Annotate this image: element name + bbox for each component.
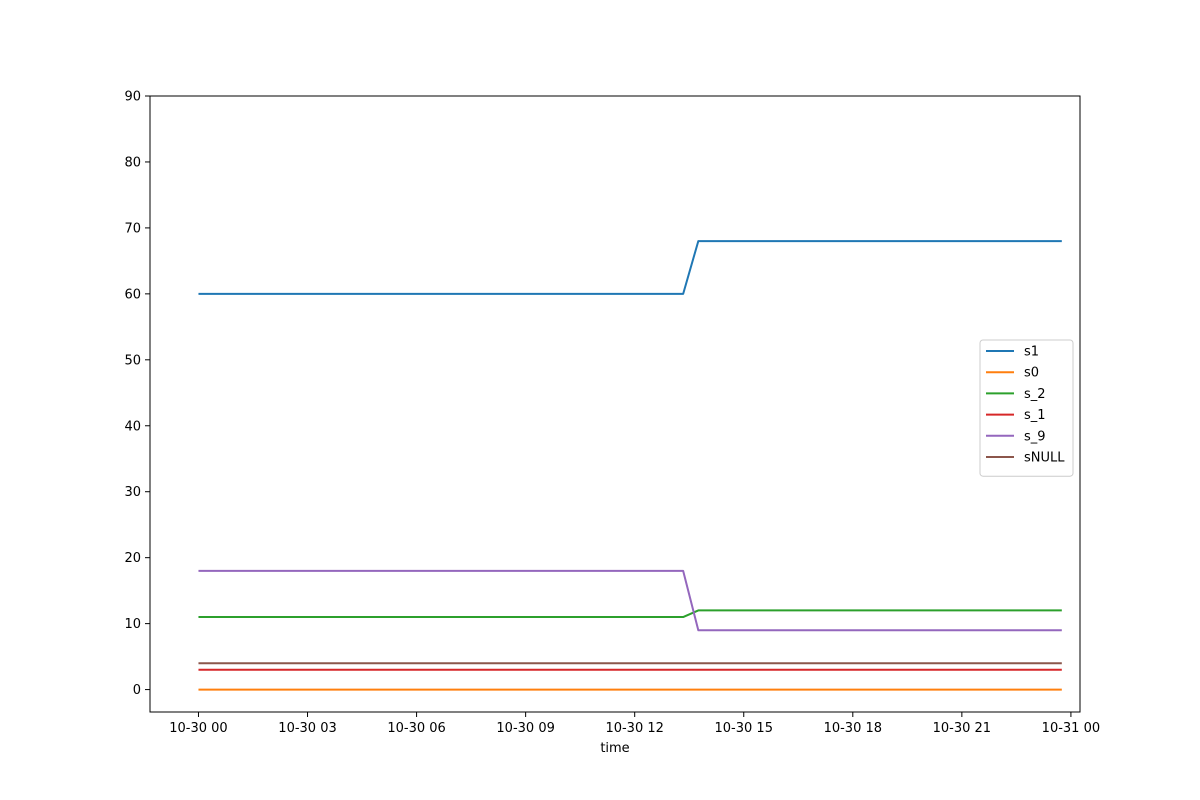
y-tick-label: 50 bbox=[124, 353, 141, 368]
x-tick-label: 10-30 12 bbox=[605, 721, 663, 736]
y-tick-label: 70 bbox=[124, 221, 141, 236]
x-tick-label: 10-30 06 bbox=[387, 721, 445, 736]
x-axis: 10-30 00 10-30 03 10-30 06 10-30 09 10-30 12… bbox=[169, 712, 1100, 736]
legend-entry-label: s1 bbox=[1024, 345, 1039, 360]
x-tick-label: 10-30 00 bbox=[169, 721, 227, 736]
y-tick-label: 30 bbox=[124, 485, 141, 500]
y-tick-label: 0 bbox=[133, 683, 141, 698]
x-tick-label: 10-30 15 bbox=[715, 721, 773, 736]
y-tick-label: 90 bbox=[124, 90, 141, 105]
legend-entry-label: s0 bbox=[1024, 366, 1039, 381]
y-tick-label: 10 bbox=[124, 617, 141, 632]
legend-entry-label: s_1 bbox=[1024, 408, 1046, 423]
series-line-s1 bbox=[198, 240, 1062, 295]
legend-entry-label: s_2 bbox=[1024, 387, 1046, 402]
x-tick-label: 10-30 03 bbox=[278, 721, 336, 736]
y-tick-label: 40 bbox=[124, 419, 141, 434]
x-tick-label: 10-31 00 bbox=[1042, 721, 1100, 736]
y-tick-label: 80 bbox=[124, 155, 141, 170]
legend-entry-label: sNULL bbox=[1024, 451, 1065, 466]
x-axis-label: time bbox=[600, 741, 629, 756]
legend-box bbox=[979, 339, 1074, 477]
legend-entry-label: s_9 bbox=[1024, 429, 1046, 444]
plot-area bbox=[198, 240, 1062, 691]
series-line-s-9 bbox=[198, 569, 1062, 632]
axes-frame bbox=[149, 95, 1081, 713]
x-tick-label: 10-30 21 bbox=[933, 721, 991, 736]
y-tick-label: 20 bbox=[124, 551, 141, 566]
y-tick-label: 60 bbox=[124, 287, 141, 302]
x-tick-label: 10-30 09 bbox=[496, 721, 554, 736]
x-tick-label: 10-30 18 bbox=[824, 721, 882, 736]
legend: s1 s0 s_2 s_1 s_9 sNULL bbox=[979, 339, 1074, 477]
y-axis: 0 10 20 30 40 50 60 70 80 90 bbox=[124, 90, 150, 698]
series-line-s-2 bbox=[198, 609, 1062, 619]
